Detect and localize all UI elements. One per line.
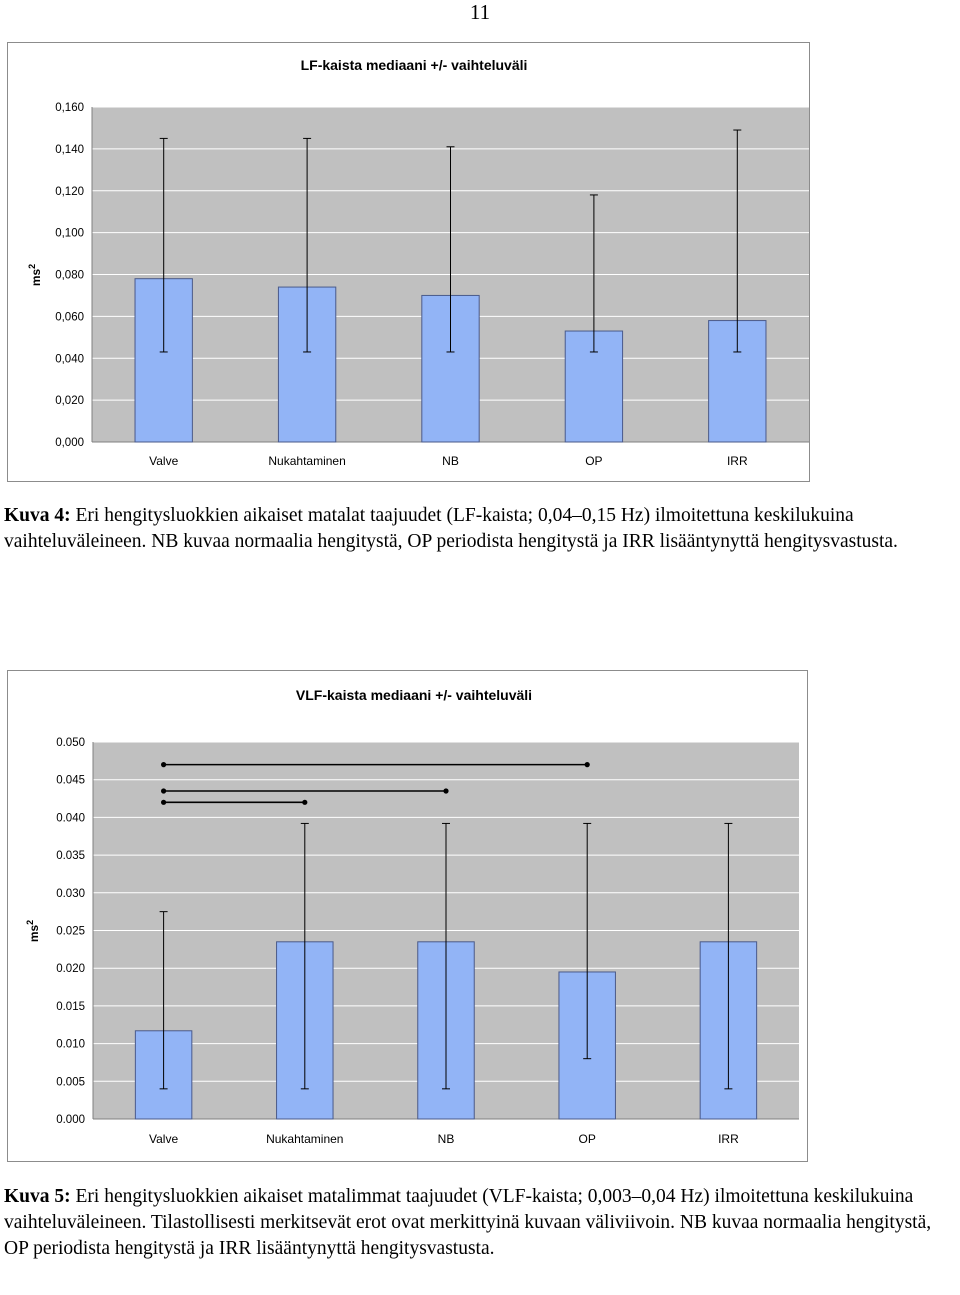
- y-tick-label: 0,140: [55, 144, 84, 156]
- y-tick-label: 0,120: [55, 186, 84, 198]
- figure-5-label: Kuva 5:: [4, 1186, 71, 1207]
- significance-endpoint: [302, 799, 308, 805]
- figure-4-text: Eri hengitysluokkien aikaiset matalat ta…: [4, 505, 898, 552]
- chart-title: VLF-kaista mediaani +/- vaihteluväli: [296, 687, 532, 703]
- figure-5-caption: Kuva 5: Eri hengitysluokkien aikaiset ma…: [4, 1184, 956, 1262]
- figure-4-caption: Kuva 4: Eri hengitysluokkien aikaiset ma…: [4, 503, 956, 555]
- x-category-label: NB: [438, 1132, 455, 1146]
- y-axis-label: ms2: [25, 920, 41, 942]
- vlf-band-chart-svg: VLF-kaista mediaani +/- vaihteluväli 0.00…: [25, 687, 799, 1146]
- y-tick-label: 0.035: [56, 850, 85, 862]
- y-tick-label: 0,060: [55, 311, 84, 323]
- significance-endpoint: [161, 788, 167, 794]
- y-tick-label: 0.030: [56, 888, 85, 900]
- chart-title: LF-kaista mediaani +/- vaihteluväli: [301, 57, 528, 73]
- y-tick-label: 0.050: [56, 737, 85, 749]
- x-category-label: OP: [585, 454, 602, 468]
- y-tick-label: 0,020: [55, 395, 84, 407]
- y-axis-label: ms2: [27, 264, 43, 286]
- lf-band-chart-svg: LF-kaista mediaani +/- vaihteluväli 0,000…: [27, 57, 809, 468]
- vlf-band-chart: VLF-kaista mediaani +/- vaihteluväli 0.00…: [7, 670, 808, 1162]
- significance-endpoint: [161, 762, 167, 768]
- y-tick-label: 0,080: [55, 270, 84, 282]
- y-tick-label: 0.045: [56, 775, 85, 787]
- significance-endpoint: [443, 788, 449, 794]
- lf-band-chart: LF-kaista mediaani +/- vaihteluväli 0,000…: [7, 42, 810, 482]
- page-number: 11: [469, 0, 491, 24]
- y-tick-label: 0,160: [55, 102, 84, 114]
- y-tick-label: 0,040: [55, 353, 84, 365]
- x-category-label: IRR: [718, 1132, 739, 1146]
- y-tick-label: 0.005: [56, 1076, 85, 1088]
- y-tick-label: 0.025: [56, 926, 85, 938]
- y-tick-label: 0,000: [55, 437, 84, 449]
- figure-4-label: Kuva 4:: [4, 505, 71, 526]
- y-tick-label: 0,100: [55, 228, 84, 240]
- y-axis-label-exponent: 2: [25, 920, 35, 925]
- x-category-label: Nukahtaminen: [266, 1132, 343, 1146]
- y-tick-label: 0.000: [56, 1114, 85, 1126]
- x-category-label: Valve: [149, 1132, 178, 1146]
- significance-endpoint: [584, 762, 590, 768]
- y-tick-label: 0.040: [56, 812, 85, 824]
- significance-endpoint: [161, 799, 167, 805]
- x-category-label: Valve: [149, 454, 178, 468]
- y-axis-label-exponent: 2: [27, 264, 37, 269]
- y-tick-label: 0.015: [56, 1001, 85, 1013]
- x-category-label: Nukahtaminen: [268, 454, 345, 468]
- figure-5-text: Eri hengitysluokkien aikaiset matalimmat…: [4, 1186, 932, 1259]
- x-category-label: IRR: [727, 454, 748, 468]
- y-tick-label: 0.020: [56, 963, 85, 975]
- x-category-label: OP: [579, 1132, 596, 1146]
- y-tick-label: 0.010: [56, 1039, 85, 1051]
- x-category-label: NB: [442, 454, 459, 468]
